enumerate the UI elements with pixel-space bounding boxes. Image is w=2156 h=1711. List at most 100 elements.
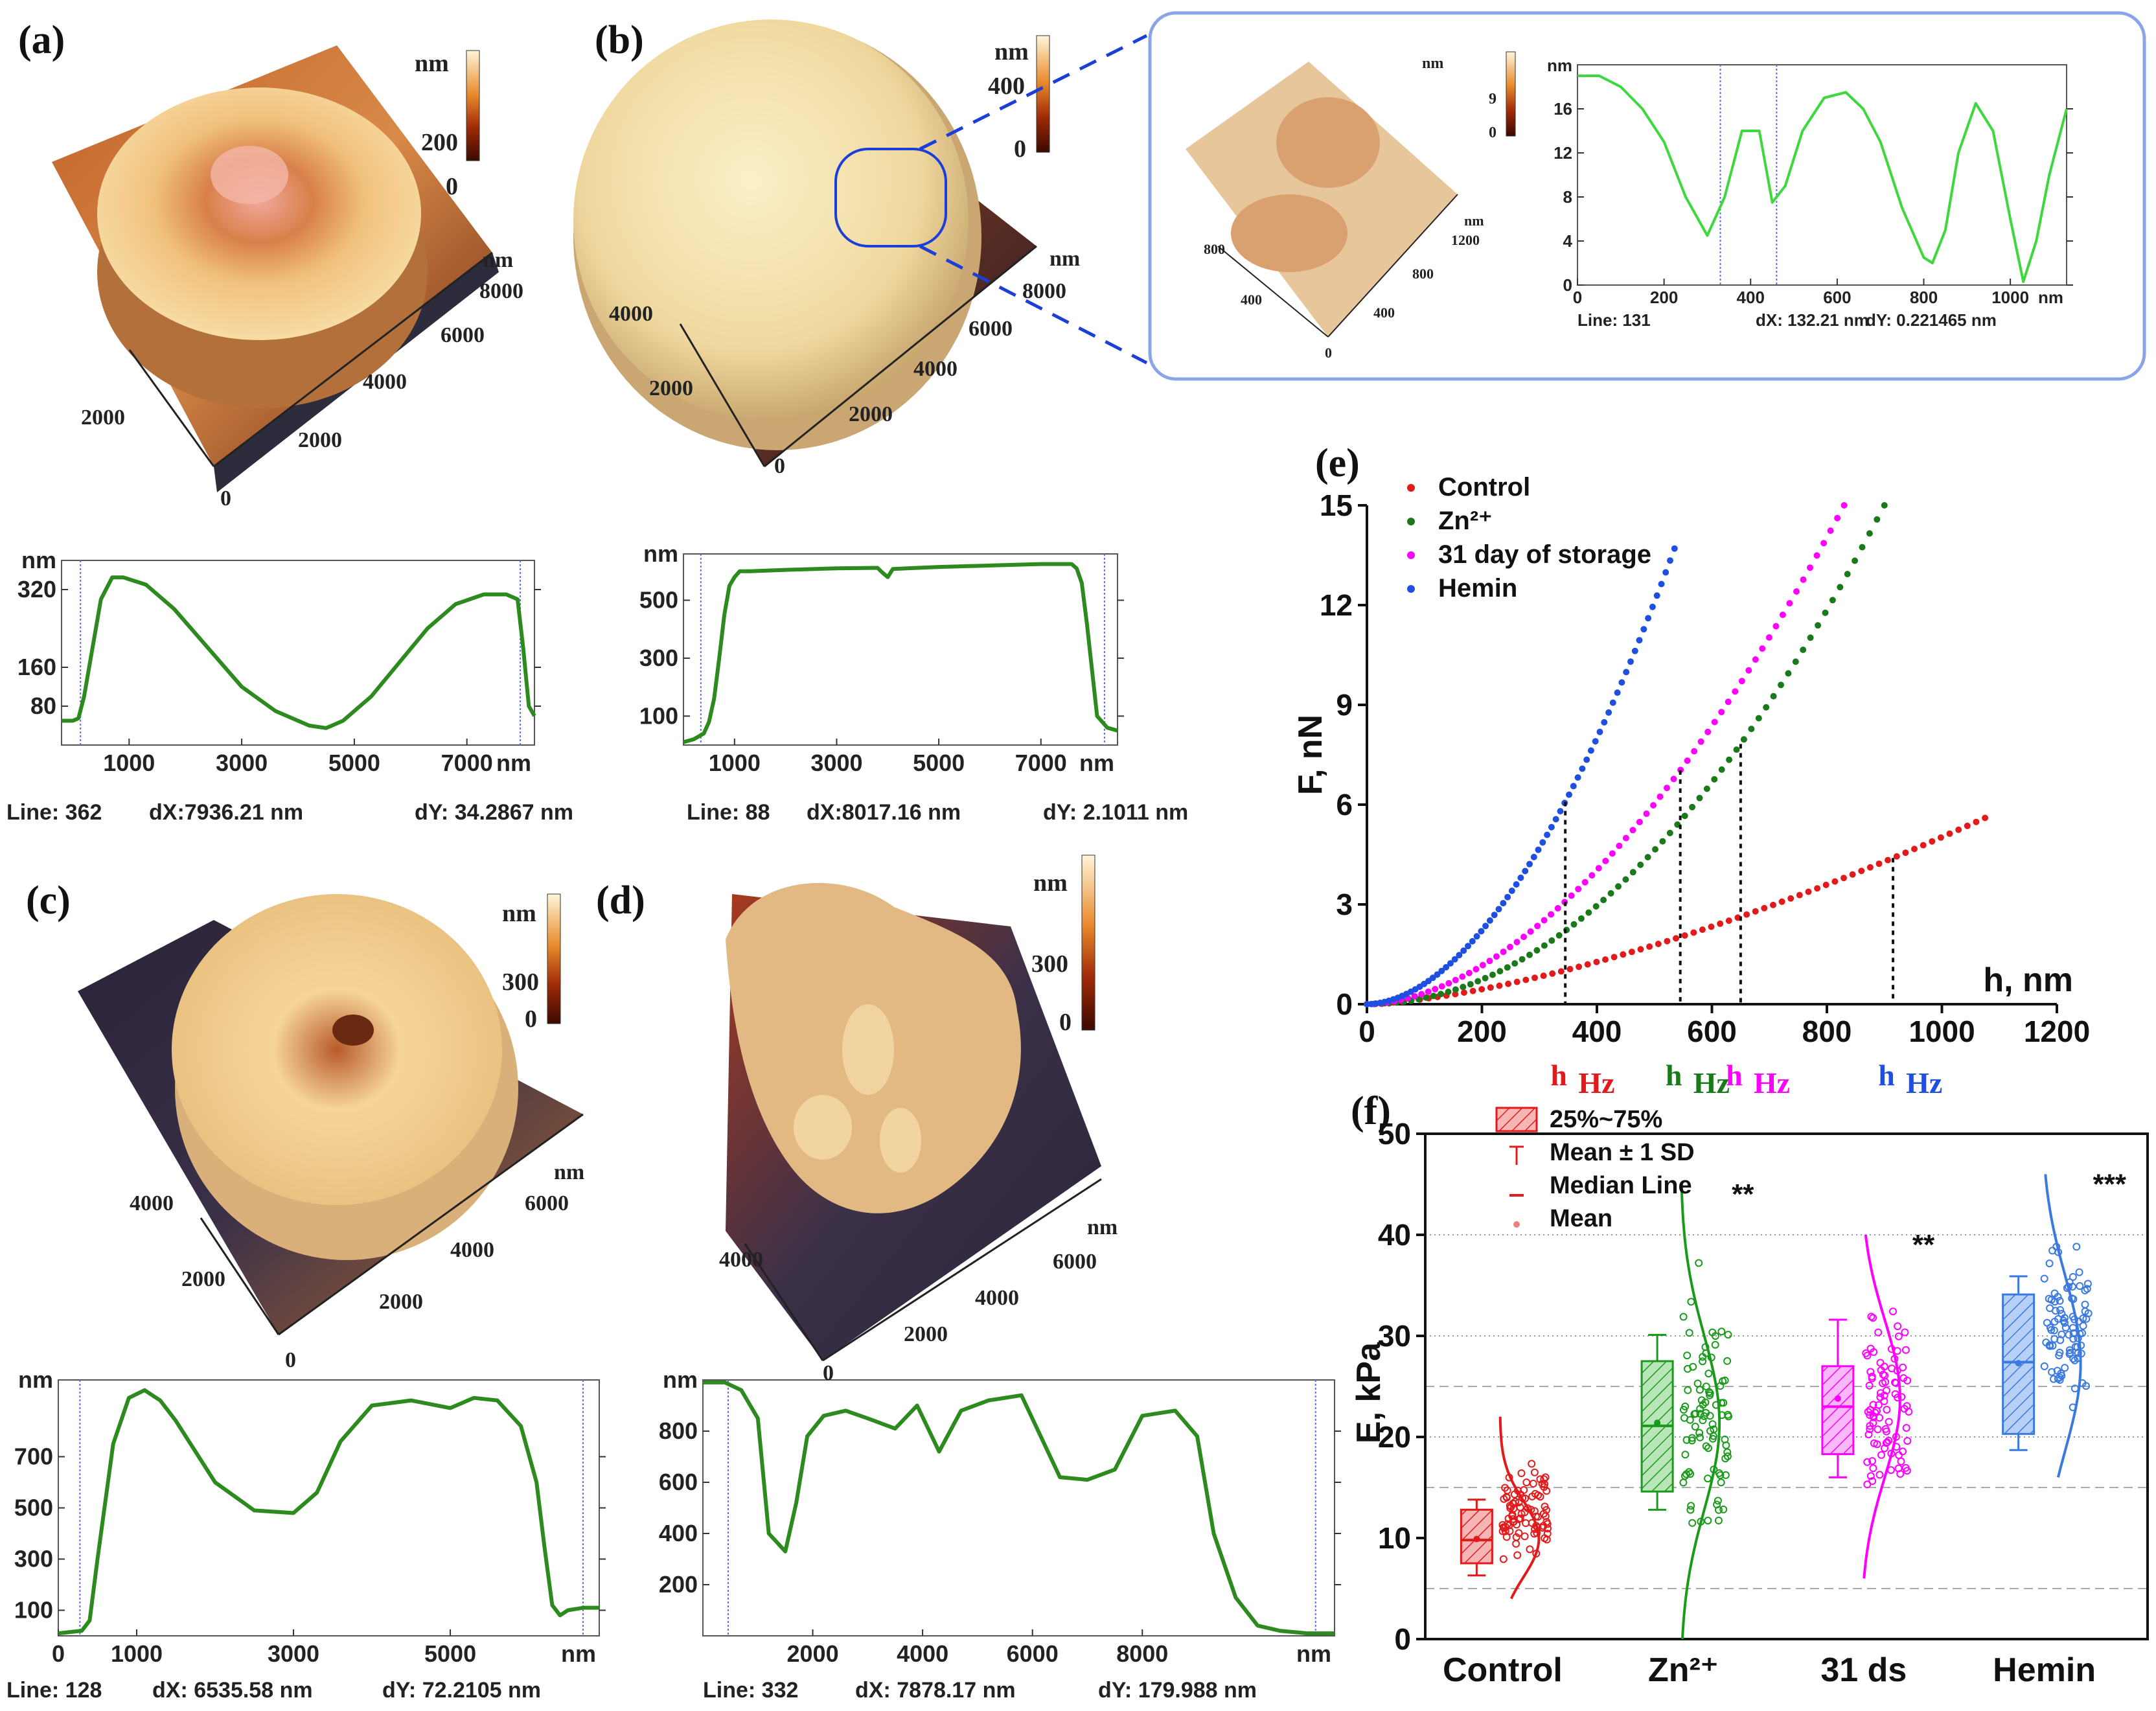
force-point-3 xyxy=(1544,831,1551,838)
force-point-2 xyxy=(1718,709,1725,716)
panel-a-cell-highlight xyxy=(211,146,288,204)
profile-c-ytick-3: 700 xyxy=(14,1443,53,1470)
modulus-ytick-2: 20 xyxy=(1378,1420,1411,1454)
modulus-point-3 xyxy=(2084,1309,2093,1318)
panel-c-tick-l0: 4000 xyxy=(130,1191,174,1215)
inset-colorbar-unit: nm xyxy=(1422,55,1443,72)
force-point-2 xyxy=(1541,917,1548,924)
panel-c-axis-right xyxy=(278,1113,584,1336)
inset-surface xyxy=(1186,62,1458,337)
modulus-point-1 xyxy=(1704,1517,1712,1525)
profile-a-info-dy: dY: 34.2867 nm xyxy=(415,800,573,825)
profile-inset-curve xyxy=(1577,75,2068,283)
force-point-2 xyxy=(1568,892,1575,899)
force-point-2 xyxy=(1493,953,1500,960)
modulus-point-0 xyxy=(1529,1480,1537,1487)
force-hz-sub-2: Hz xyxy=(1693,1066,1730,1099)
force-point-2 xyxy=(1677,766,1684,774)
modulus-point-1 xyxy=(1688,1434,1696,1442)
force-xtick-3: 600 xyxy=(1687,1015,1737,1048)
force-point-2 xyxy=(1752,656,1759,663)
modulus-point-2 xyxy=(1876,1359,1885,1367)
force-point-1 xyxy=(1681,812,1688,820)
profile-a-xtick-3: 7000 xyxy=(441,750,493,776)
modulus-ytick-4: 40 xyxy=(1378,1218,1411,1252)
modulus-point-1 xyxy=(1685,1329,1693,1337)
force-point-0 xyxy=(1831,878,1839,885)
force-point-0 xyxy=(1937,834,1944,841)
profile-a-ytick-1: 160 xyxy=(17,654,56,680)
panel-c-letter: (c) xyxy=(26,878,71,923)
force-point-0 xyxy=(1699,926,1706,933)
force-point-2 xyxy=(1588,872,1596,879)
modulus-point-2 xyxy=(1895,1451,1903,1460)
modulus-point-0 xyxy=(1522,1478,1531,1487)
force-point-0 xyxy=(1584,961,1591,968)
modulus-point-1 xyxy=(1688,1519,1697,1527)
modulus-point-0 xyxy=(1513,1551,1522,1559)
profile-inset-xunit: nm xyxy=(2038,288,2063,307)
modulus-point-0 xyxy=(1526,1545,1534,1554)
panel-c-colorbar-tick-0: 300 xyxy=(502,969,539,996)
modulus-significance-3: *** xyxy=(2093,1168,2127,1200)
force-point-3 xyxy=(1517,874,1524,881)
force-point-1 xyxy=(1622,876,1629,883)
force-xtick-5: 1000 xyxy=(1909,1015,1975,1048)
force-legend-dot-2 xyxy=(1407,551,1415,559)
panel-b-3d: (b) nm 8000 6000 4000 2000 4000 2000 0 n… xyxy=(573,18,1148,478)
force-point-2 xyxy=(1684,757,1691,764)
force-point-2 xyxy=(1793,588,1800,595)
profile-d-xtick-2: 6000 xyxy=(1007,1640,1059,1667)
force-point-1 xyxy=(1526,951,1533,958)
force-point-1 xyxy=(1718,766,1725,773)
force-point-1 xyxy=(1800,647,1807,653)
profile-b-xtick-1: 3000 xyxy=(810,750,862,776)
force-point-2 xyxy=(1786,600,1793,607)
modulus-point-1 xyxy=(1701,1398,1710,1407)
force-point-2 xyxy=(1657,793,1664,800)
force-point-0 xyxy=(1566,965,1574,972)
force-point-1 xyxy=(1541,942,1548,949)
force-point-2 xyxy=(1411,993,1418,1000)
modulus-point-2 xyxy=(1894,1332,1903,1340)
force-point-1 xyxy=(1733,746,1740,753)
force-point-0 xyxy=(1920,842,1927,849)
force-point-1 xyxy=(1785,670,1792,677)
modulus-point-3 xyxy=(2048,1246,2057,1255)
force-point-2 xyxy=(1500,948,1507,956)
modulus-point-1 xyxy=(1682,1470,1690,1478)
modulus-point-2 xyxy=(1885,1436,1893,1445)
force-point-0 xyxy=(1469,987,1476,994)
force-point-0 xyxy=(1655,941,1662,947)
modulus-legend-swatch-box xyxy=(1495,1107,1538,1132)
force-point-1 xyxy=(1548,937,1555,944)
profile-c-xtick-1: 1000 xyxy=(111,1640,163,1667)
modulus-point-2 xyxy=(1885,1418,1893,1426)
panel-c-cell xyxy=(172,894,502,1205)
modulus-point-2 xyxy=(1866,1422,1874,1430)
modulus-significance-1: ** xyxy=(1732,1178,1754,1210)
profile-inset-ytick-2: 8 xyxy=(1563,187,1572,207)
force-point-0 xyxy=(1673,935,1679,942)
force-point-2 xyxy=(1697,738,1704,745)
profile-a-frame xyxy=(61,560,535,746)
force-point-2 xyxy=(1602,857,1609,864)
force-legend-dot-3 xyxy=(1407,585,1415,593)
panel-a-tick-l0: 2000 xyxy=(81,406,125,430)
profile-c-frame xyxy=(58,1379,600,1636)
force-point-2 xyxy=(1575,886,1582,893)
force-point-2 xyxy=(1765,634,1772,641)
panel-c-3d: (c) nm 6000 4000 2000 0 4000 2000 nm 300… xyxy=(26,878,584,1372)
modulus-point-2 xyxy=(1901,1346,1910,1354)
modulus-point-1 xyxy=(1721,1435,1729,1443)
modulus-point-2 xyxy=(1867,1313,1875,1321)
profile-inset-ytick-0: 0 xyxy=(1563,275,1572,295)
force-point-1 xyxy=(1659,838,1666,845)
panel-d-axis-unit: nm xyxy=(1087,1215,1118,1239)
modulus-point-2 xyxy=(1896,1470,1905,1478)
modulus-legend-3: Mean xyxy=(1550,1205,1612,1232)
force-point-1 xyxy=(1482,974,1489,982)
modulus-point-3 xyxy=(2056,1306,2065,1314)
force-point-1 xyxy=(1474,978,1482,985)
